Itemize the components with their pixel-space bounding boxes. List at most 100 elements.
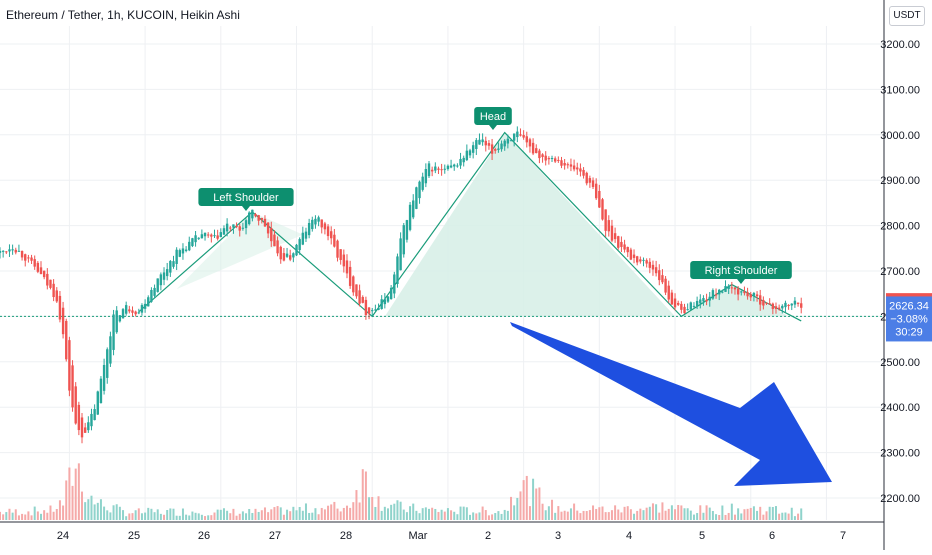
candle [197, 237, 200, 241]
candle [484, 136, 487, 152]
candle [333, 228, 336, 248]
candle-body [478, 139, 481, 145]
candle [74, 382, 77, 425]
volume-bar [519, 491, 522, 520]
volume-bar [491, 514, 494, 520]
volume-bar [36, 511, 39, 520]
volume-bar [0, 511, 1, 520]
volume-bar [781, 512, 784, 520]
volume-bar [800, 508, 803, 520]
volume-bar [355, 490, 358, 520]
volume-bar [77, 463, 80, 520]
volume-bar [551, 499, 554, 520]
candle [702, 295, 705, 306]
volume-bar [677, 504, 680, 520]
candle-body [459, 158, 462, 166]
right-shoulder-label[interactable]: Right Shoulder [690, 261, 792, 284]
candle-body [90, 413, 93, 427]
head-label[interactable]: Head [474, 107, 512, 130]
volume-bar [226, 510, 229, 520]
volume-bar [371, 497, 374, 520]
candle-body [453, 164, 456, 167]
down-arrow-shape[interactable] [510, 322, 832, 486]
candle [225, 218, 229, 237]
head-and-shoulders-pattern [0, 131, 884, 322]
candle-body [216, 235, 219, 239]
volume-bar [210, 515, 213, 520]
candle [787, 304, 790, 310]
candle [692, 302, 696, 309]
candle [642, 257, 645, 267]
candle-body [661, 275, 664, 283]
volume-bar [541, 503, 544, 520]
candle [519, 128, 522, 137]
candle [330, 226, 333, 245]
candle [582, 167, 585, 179]
candle [516, 126, 519, 143]
candle [14, 247, 17, 255]
arrow-annotation[interactable] [510, 322, 832, 486]
candle [509, 139, 513, 142]
candle [494, 147, 497, 154]
candle-body [244, 220, 248, 229]
volume-bar [724, 514, 727, 520]
candle-body [222, 228, 226, 235]
candle [800, 297, 803, 314]
candle-body [759, 295, 762, 305]
price-axis[interactable]: 2200.002300.002400.002500.002600.002700.… [880, 0, 932, 550]
volume-bar [582, 510, 585, 520]
candle [617, 235, 620, 250]
candle-body [162, 272, 166, 280]
volume-bar [711, 510, 714, 520]
candle-body [235, 226, 238, 228]
candle [172, 255, 175, 269]
candle [206, 232, 210, 238]
candle [412, 194, 415, 220]
volume-bar [674, 509, 677, 520]
candle [453, 163, 456, 171]
candle-body [475, 140, 478, 150]
candle [162, 267, 166, 286]
candle [289, 249, 292, 262]
candle-body [197, 237, 200, 239]
time-axis[interactable]: 24 25 26 27 28 Mar 2 3 4 5 6 7 [0, 521, 884, 542]
candle-body [336, 240, 339, 258]
candle [137, 308, 140, 315]
candle-body [260, 217, 264, 220]
candle [115, 306, 118, 334]
volume-bar [317, 514, 320, 520]
candle [714, 288, 718, 299]
candle [213, 229, 216, 239]
volume-bar [122, 510, 125, 520]
candle [124, 301, 128, 316]
candle-body [746, 292, 749, 297]
volume-bar [17, 515, 20, 520]
left-shoulder-label[interactable]: Left Shoulder [198, 188, 294, 211]
candle [102, 358, 106, 395]
candle-body [721, 291, 724, 293]
candle [405, 219, 409, 243]
volume-bar [456, 514, 459, 520]
volume-bar [159, 513, 162, 520]
candle [323, 221, 327, 235]
volume-bar [629, 509, 632, 520]
volume-bar [112, 505, 115, 520]
volume-bar [399, 501, 402, 520]
candle [727, 284, 730, 294]
volume-bar [670, 505, 673, 520]
candles [0, 126, 803, 444]
volume-bar [787, 513, 790, 520]
right-shoulder-label-text: Right Shoulder [705, 265, 778, 277]
candle [194, 230, 197, 247]
volume-bar [238, 513, 241, 520]
candle [232, 224, 235, 234]
candle-body [456, 165, 459, 167]
candle [52, 279, 55, 302]
candle [80, 413, 84, 444]
pattern-labels[interactable]: Left Shoulder Head Right Shoulder [198, 107, 792, 284]
candle-body [137, 312, 140, 314]
currency-button[interactable]: USDT [889, 6, 925, 26]
volume-bar [147, 507, 150, 520]
